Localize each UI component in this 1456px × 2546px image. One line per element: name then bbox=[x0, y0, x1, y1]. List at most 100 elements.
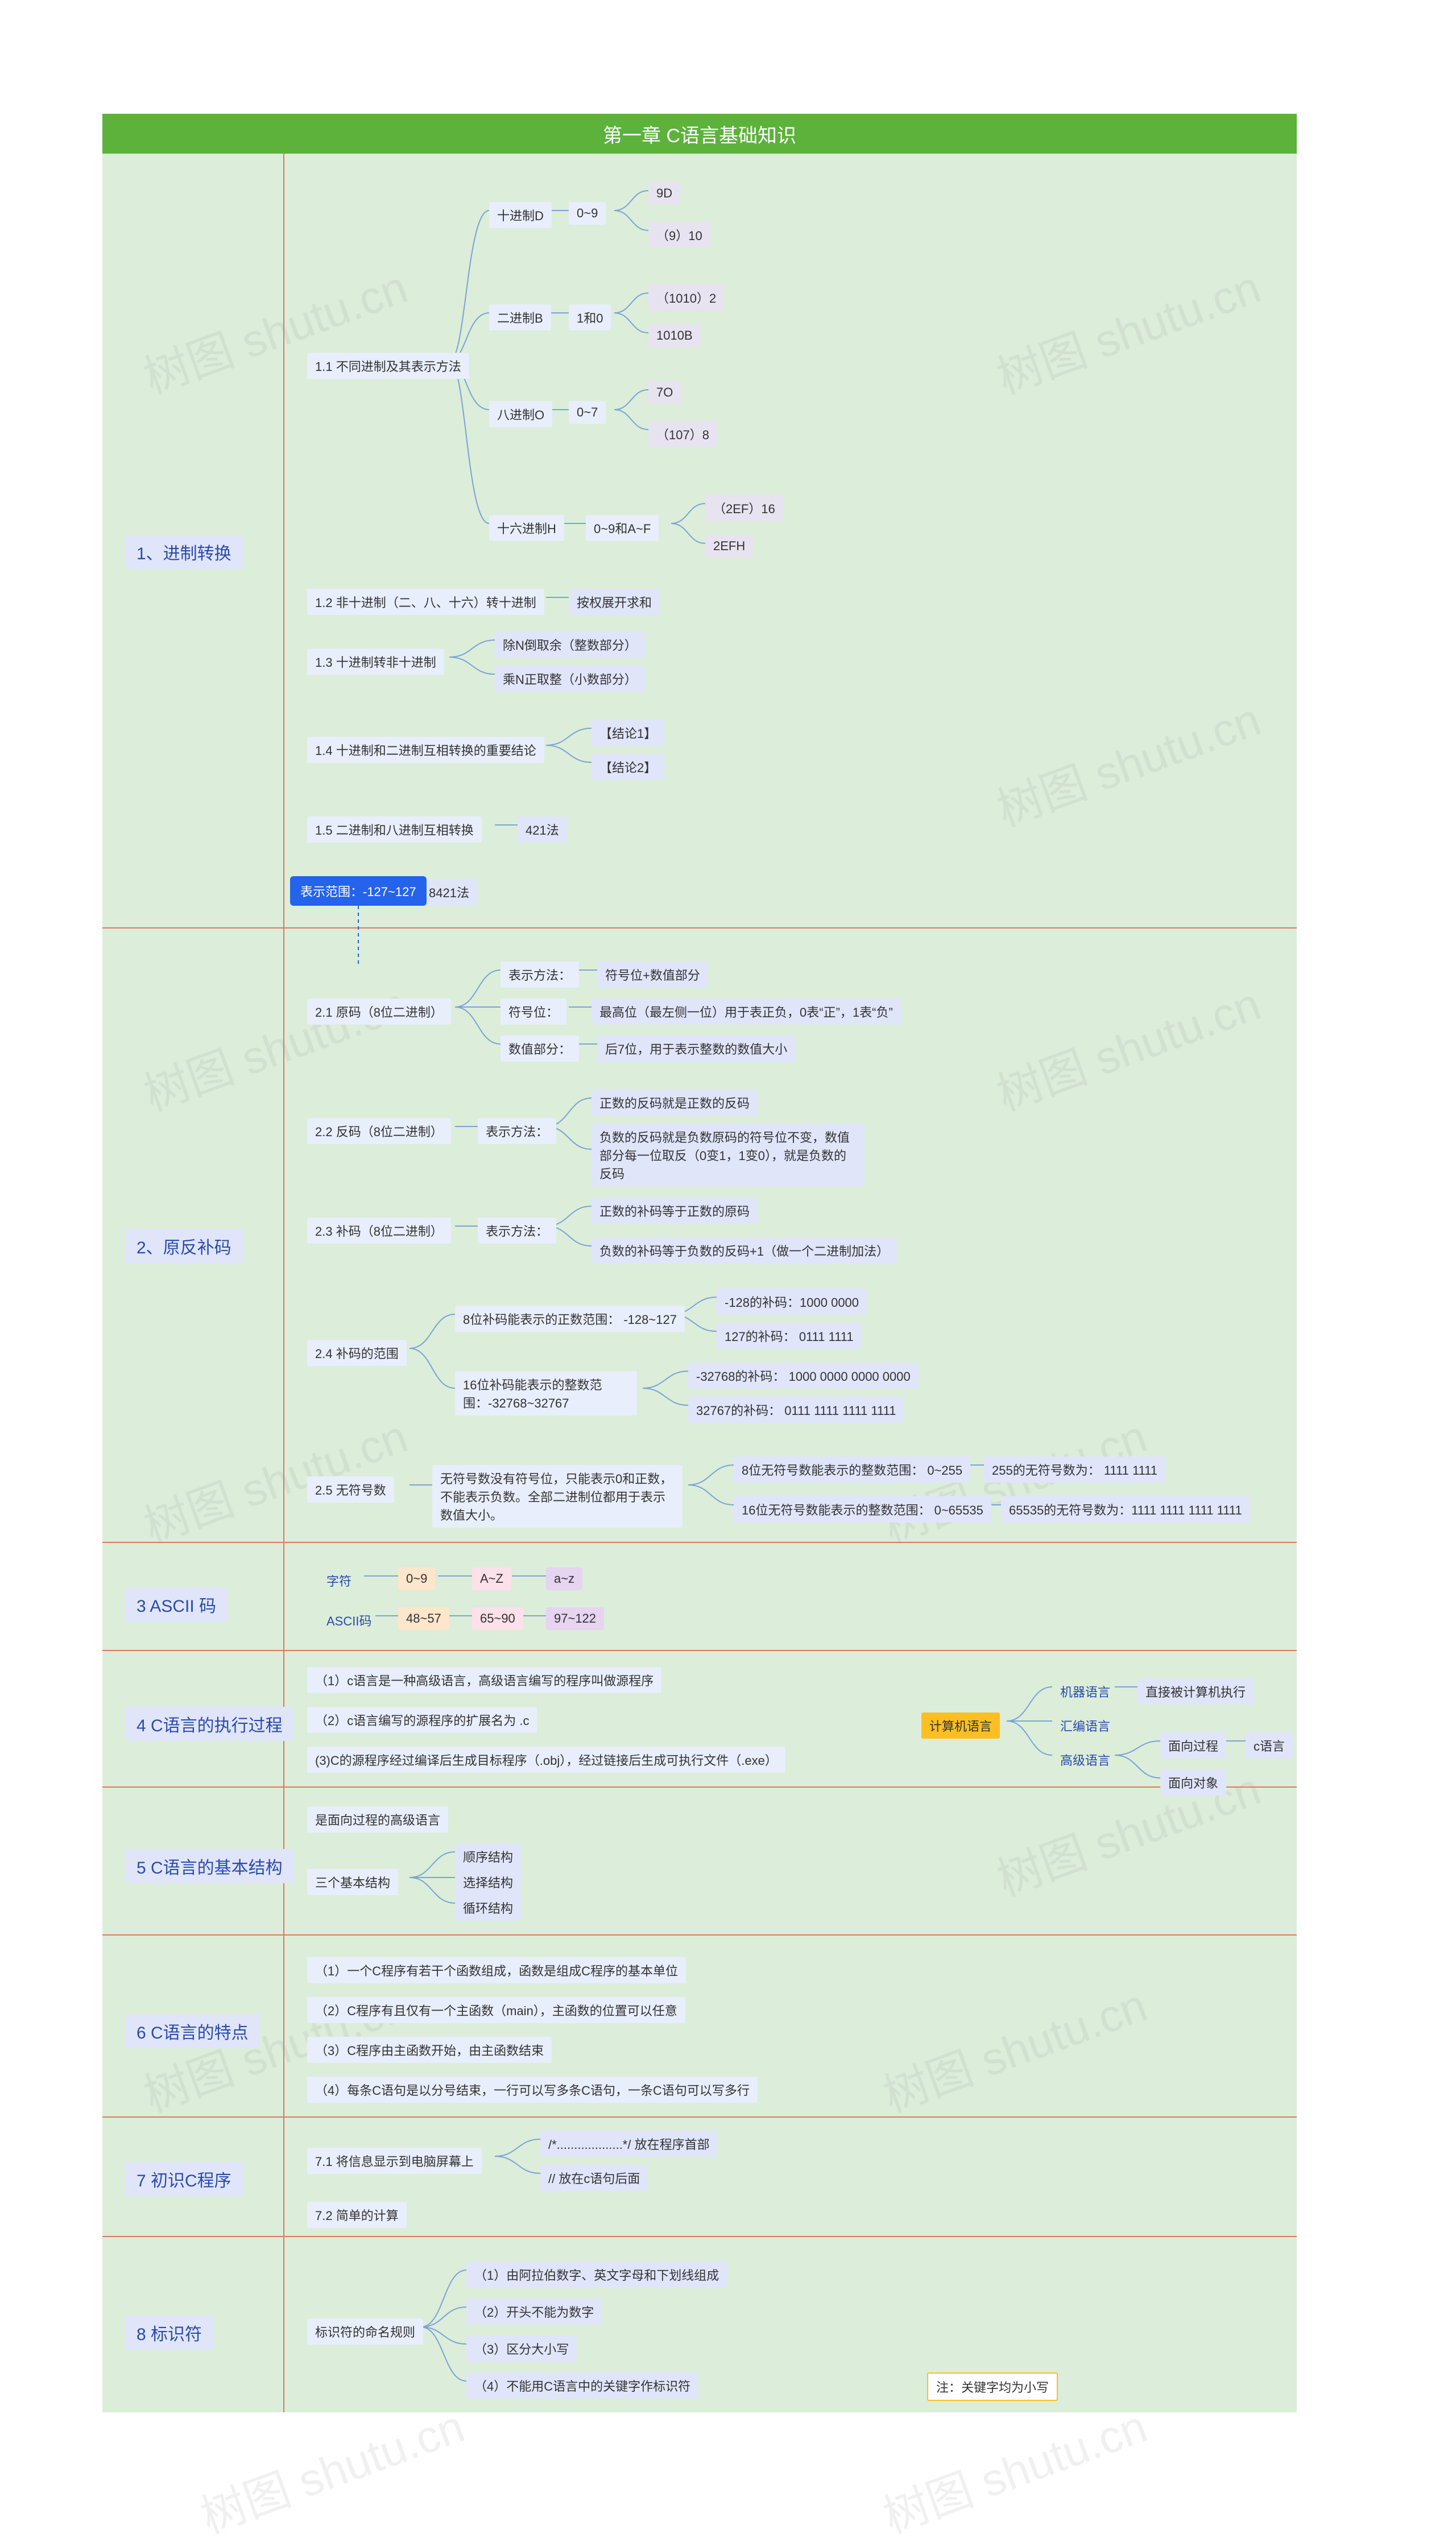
section-2-label: 2、原反补码 bbox=[125, 1229, 243, 1263]
s1-decRange: 0~9 bbox=[569, 202, 606, 225]
section-3-label: 3 ASCII 码 bbox=[125, 1587, 228, 1621]
divider-6-7 bbox=[102, 2116, 1297, 2118]
s4-side-b: 汇编语言 bbox=[1052, 1713, 1118, 1739]
s4-r3: (3)C的源程序经过编译后生成目标程序（.obj），经过链接后生成可执行文件（.… bbox=[307, 1747, 785, 1773]
s1-dec910: （9）10 bbox=[648, 222, 710, 248]
s4-r1: （1）c语言是一种高级语言，高级语言编写的程序叫做源程序 bbox=[307, 1667, 661, 1693]
s4-side-a: 机器语言 bbox=[1052, 1678, 1118, 1705]
s2-n21: 2.1 原码（8位二进制） bbox=[307, 998, 451, 1025]
s6-r3: （3）C程序由主函数开始，由主函数结束 bbox=[307, 2037, 552, 2063]
s8-r1d: （4）不能用C语言中的关键字作标识符 bbox=[466, 2372, 698, 2399]
s1-oct107: （107）8 bbox=[648, 421, 717, 447]
s4-side-c: 高级语言 bbox=[1052, 1747, 1118, 1773]
s3-r2d: 97~122 bbox=[546, 1607, 604, 1630]
divider-4-5 bbox=[102, 1786, 1297, 1788]
s5-r2b: 选择结构 bbox=[455, 1869, 521, 1895]
s2-n22a: 表示方法： bbox=[478, 1118, 556, 1144]
s8-note: 注：关键字均为小写 bbox=[927, 2372, 1058, 2401]
s1-n13a: 除N倒取余（整数部分） bbox=[495, 632, 645, 658]
page-title: 第一章 C语言基础知识 bbox=[102, 114, 1297, 154]
s3-r2a: ASCII码 bbox=[318, 1607, 379, 1633]
s4-side-ar: 直接被计算机执行 bbox=[1138, 1678, 1254, 1705]
s4-side-c1: 面向过程 bbox=[1160, 1732, 1226, 1759]
divider-1-2 bbox=[102, 927, 1297, 929]
s2-n25a: 无符号数没有符号位，只能表示0和正数，不能表示负数。全部二进制位都用于表示数值大… bbox=[432, 1465, 682, 1528]
s1-hex2EF16: （2EF）16 bbox=[705, 495, 783, 521]
s1-binRange: 1和0 bbox=[569, 304, 611, 331]
s2-n24: 2.4 补码的范围 bbox=[307, 1340, 407, 1366]
divider-5-6 bbox=[102, 1934, 1297, 1936]
s6-r1: （1）一个C程序有若干个函数组成，函数是组成C程序的基本单位 bbox=[307, 1957, 686, 1983]
divider-3-4 bbox=[102, 1650, 1297, 1651]
s1-n12r: 按权展开求和 bbox=[569, 589, 660, 615]
s1-dec9D: 9D bbox=[648, 182, 680, 205]
s3-r1c: A~Z bbox=[472, 1567, 511, 1590]
s5-r2a: 顺序结构 bbox=[455, 1843, 521, 1870]
s2-n25r1b: 255的无符号数为： 1111 1111 bbox=[984, 1456, 1165, 1483]
s1-oct7O: 7O bbox=[648, 381, 681, 404]
s2-n24a2: 127的补码： 0111 1111 bbox=[717, 1323, 862, 1349]
s1-hex2EFH: 2EFH bbox=[705, 535, 753, 558]
s2-n25r1: 8位无符号数能表示的整数范围： 0~255 bbox=[734, 1456, 970, 1483]
divider-2-3 bbox=[102, 1542, 1297, 1543]
s1-n14b: 【结论2】 bbox=[592, 754, 664, 780]
s2-n21b: 符号位： bbox=[500, 998, 566, 1025]
section-8-label: 8 标识符 bbox=[125, 2316, 213, 2350]
s2-n23r2: 负数的补码等于负数的反码+1（做一个二进制加法） bbox=[592, 1237, 897, 1264]
s2-n25r2: 16位无符号数能表示的整数范围： 0~65535 bbox=[734, 1496, 991, 1522]
s5-r2: 三个基本结构 bbox=[307, 1869, 398, 1895]
s4-r2: （2）c语言编写的源程序的扩展名为 .c bbox=[307, 1707, 537, 1733]
s4-side-title: 计算机语言 bbox=[921, 1713, 1000, 1739]
section-6-label: 6 C语言的特点 bbox=[125, 2014, 260, 2048]
s1-octO: 八进制O bbox=[489, 401, 552, 427]
s2-n23r1: 正数的补码等于正数的原码 bbox=[592, 1198, 758, 1224]
s1-bin1010B: 1010B bbox=[648, 324, 701, 347]
s7-r2: 7.2 简单的计算 bbox=[307, 2202, 407, 2228]
section-1-label: 1、进制转换 bbox=[125, 535, 243, 569]
s3-r1b: 0~9 bbox=[398, 1567, 435, 1590]
section-4-label: 4 C语言的执行过程 bbox=[125, 1707, 294, 1741]
label-col-border bbox=[283, 154, 284, 2412]
s5-r2c: 循环结构 bbox=[455, 1895, 521, 1921]
s2-n21ar: 符号位+数值部分 bbox=[597, 962, 708, 988]
s1-binB: 二进制B bbox=[489, 304, 551, 331]
s1-tooltip: 表示范围：-127~127 bbox=[290, 876, 427, 906]
s1-hexRange: 0~9和A~F bbox=[586, 515, 659, 541]
s2-n21a: 表示方法： bbox=[500, 962, 579, 988]
s4-side-c1r: c语言 bbox=[1246, 1732, 1293, 1759]
wm11: 树图 shutu.cn bbox=[191, 2390, 472, 2546]
s1-n15r: 421法 bbox=[518, 816, 567, 843]
s2-n24b: 16位补码能表示的整数范围：-32768~32767 bbox=[455, 1371, 637, 1416]
s5-r1: 是面向过程的高级语言 bbox=[307, 1806, 448, 1833]
s2-n21cr: 后7位，用于表示整数的数值大小 bbox=[597, 1035, 795, 1062]
s3-r1d: a~z bbox=[546, 1567, 582, 1590]
s2-n22r1: 正数的反码就是正数的反码 bbox=[592, 1090, 758, 1116]
s2-n22r2: 负数的反码就是负数原码的符号位不变，数值部分每一位取反（0变1，1变0），就是负… bbox=[592, 1124, 864, 1186]
s1-hexH: 十六进制H bbox=[489, 515, 564, 541]
s8-r1c: （3）区分大小写 bbox=[466, 2335, 577, 2362]
s3-r2b: 48~57 bbox=[398, 1607, 449, 1630]
s2-n21c: 数值部分： bbox=[500, 1035, 579, 1062]
s1-n13: 1.3 十进制转非十进制 bbox=[307, 649, 444, 675]
section-5-label: 5 C语言的基本结构 bbox=[125, 1849, 294, 1883]
s2-n24b1: -32768的补码： 1000 0000 0000 0000 bbox=[688, 1363, 919, 1389]
s8-r1a: （1）由阿拉伯数字、英文字母和下划线组成 bbox=[466, 2262, 727, 2288]
s2-n24a1: -128的补码：1000 0000 bbox=[717, 1289, 867, 1315]
s1-n12: 1.2 非十进制（二、八、十六）转十进制 bbox=[307, 589, 544, 615]
section-7-label: 7 初识C程序 bbox=[125, 2162, 243, 2196]
divider-7-8 bbox=[102, 2236, 1297, 2237]
s1-bin1010: （1010）2 bbox=[648, 284, 724, 311]
s1-n13b: 乘N正取整（小数部分） bbox=[495, 666, 645, 692]
s2-n21br: 最高位（最左侧一位）用于表正负，0表“正”，1表“负” bbox=[592, 998, 901, 1025]
s7-r1b: // 放在c语句后面 bbox=[540, 2165, 648, 2191]
s6-r2: （2）C程序有且仅有一个主函数（main），主函数的位置可以任意 bbox=[307, 1997, 685, 2023]
s1-n16r: 8421法 bbox=[421, 879, 477, 905]
s1-n11: 1.1 不同进制及其表示方法 bbox=[307, 353, 469, 379]
s1-decD: 十进制D bbox=[489, 202, 552, 228]
s1-n14: 1.4 十进制和二进制互相转换的重要结论 bbox=[307, 737, 544, 763]
s2-n25: 2.5 无符号数 bbox=[307, 1476, 394, 1503]
s1-n14a: 【结论1】 bbox=[592, 720, 664, 746]
wm12: 树图 shutu.cn bbox=[873, 2390, 1155, 2546]
s2-n22: 2.2 反码（8位二进制） bbox=[307, 1118, 451, 1144]
s7-r1: 7.1 将信息显示到电脑屏幕上 bbox=[307, 2148, 482, 2174]
